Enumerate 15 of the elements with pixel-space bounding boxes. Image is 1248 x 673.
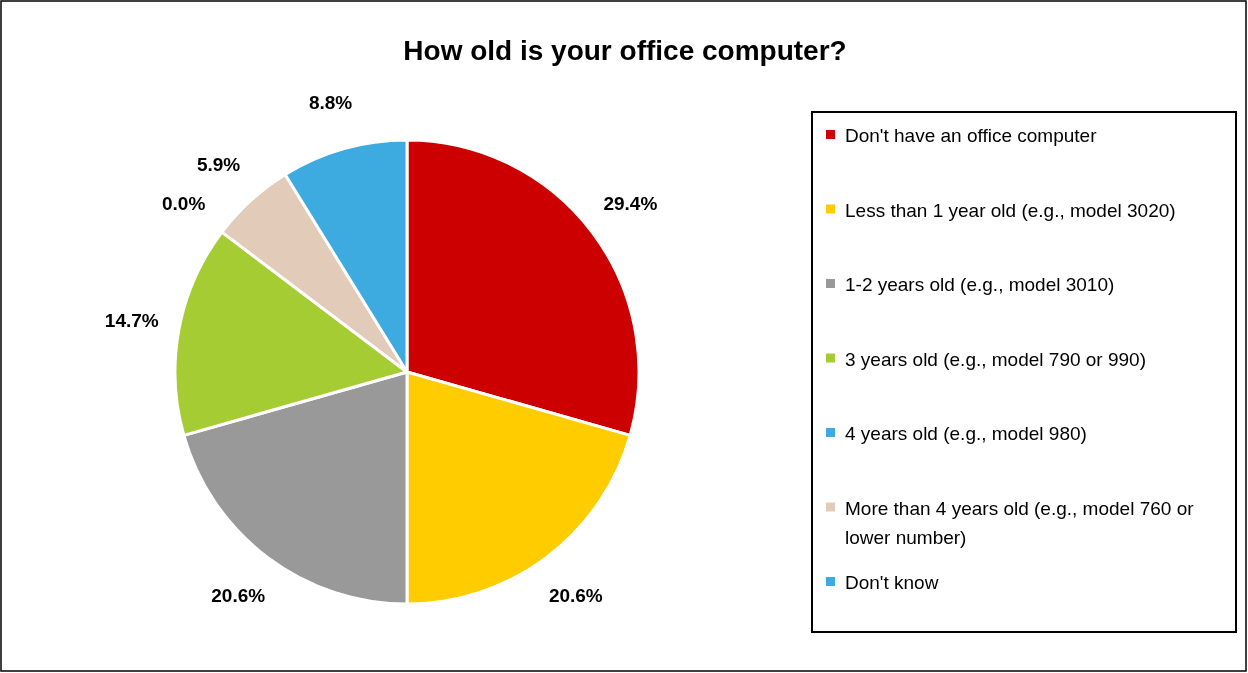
text: 0.0% — [161, 192, 206, 214]
legend-label: 3 years old (e.g., model 790 or 990) — [845, 348, 1147, 369]
data-label: 20.6% — [211, 584, 266, 606]
data-label: 14.7% — [104, 309, 159, 331]
legend-label: 1-2 years old (e.g., model 3010) — [845, 273, 1115, 295]
legend-label: 4 years old (e.g., model 980) — [845, 422, 1087, 444]
legend-label: Don't know — [845, 571, 939, 593]
legend-label: Less than 1 year old (e.g., model 3020) — [845, 199, 1176, 220]
chart-title: How old is your office computer? — [403, 34, 847, 66]
legend-label: More than 4 years old (e.g., model 760 or lower number) — [845, 497, 1195, 547]
data-label: 5.9% — [196, 154, 241, 176]
data-label: 20.6% — [548, 584, 603, 606]
data-label: 8.8% — [308, 92, 353, 114]
data-label: 29.4% — [603, 192, 658, 214]
legend-label: Don't have an office computer — [845, 124, 1098, 146]
